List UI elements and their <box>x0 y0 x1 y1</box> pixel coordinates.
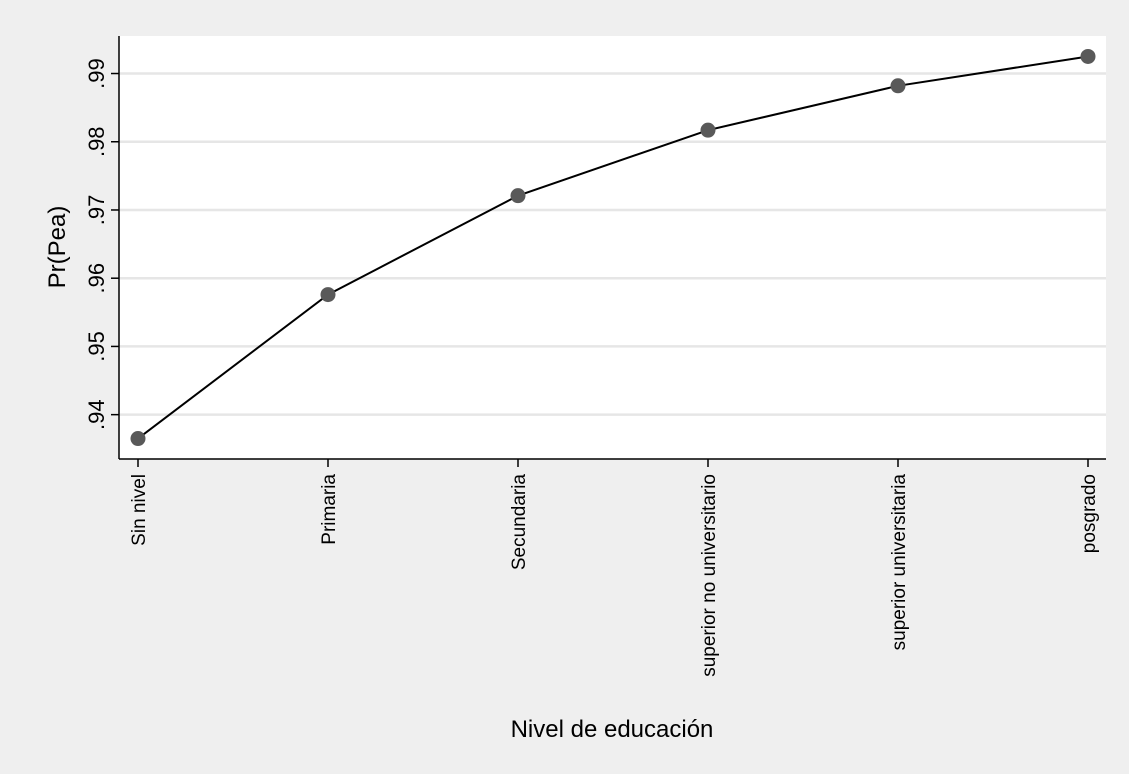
data-series <box>130 48 1096 447</box>
y-axis-title: Pr(Pea) <box>44 206 71 289</box>
data-point <box>320 287 336 303</box>
data-point <box>1080 48 1096 64</box>
series-line <box>137 55 1089 440</box>
plot-area <box>119 36 1106 459</box>
y-tick-label: .94 <box>84 399 109 430</box>
y-tick-label: .96 <box>84 263 109 294</box>
x-axis-title: Nivel de educación <box>511 716 714 743</box>
y-tick-label: .98 <box>84 126 109 157</box>
data-point <box>700 122 716 138</box>
data-point <box>130 431 146 447</box>
y-tick-label: .99 <box>84 58 109 89</box>
x-tick-label: superior universitaria <box>889 474 910 651</box>
axes <box>111 36 1106 467</box>
x-tick-label: Sin nivel <box>129 474 150 546</box>
x-tick-label: Secundaria <box>509 474 530 571</box>
x-tick-label: posgrado <box>1079 474 1100 553</box>
data-point <box>890 78 906 94</box>
y-tick-label: .97 <box>84 195 109 226</box>
y-tick-label: .95 <box>84 331 109 362</box>
x-tick-label: Primaria <box>319 474 340 545</box>
tick-labels: .94 .95 .96 .97 .98 .99 Sin nivel Primaria Secun… <box>84 58 1100 677</box>
x-tick-label: superior no universitario <box>699 474 720 677</box>
data-point <box>510 188 526 204</box>
gridlines <box>119 72 1106 416</box>
